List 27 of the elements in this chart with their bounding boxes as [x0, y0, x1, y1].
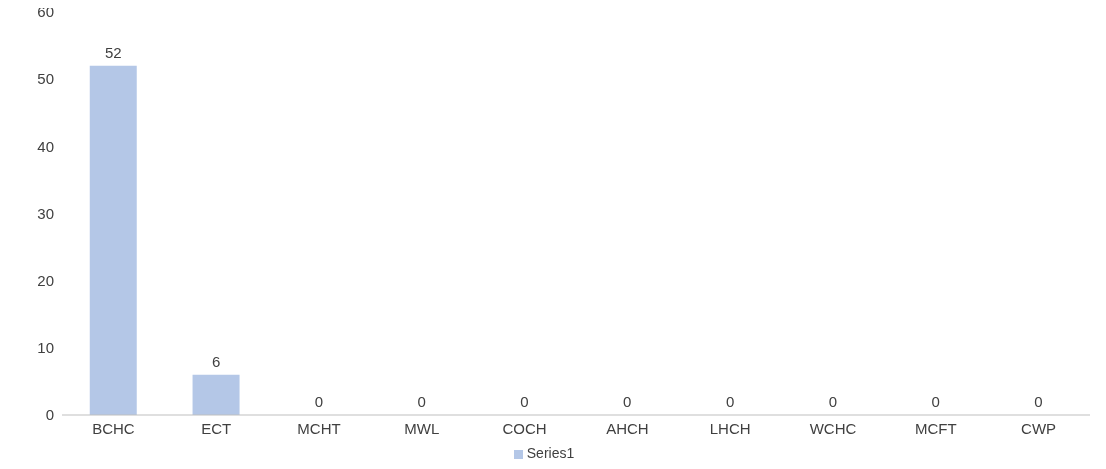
data-label: 0 [1034, 392, 1043, 410]
x-tick-label: MCHT [297, 419, 341, 437]
x-tick-label: COCH [502, 419, 547, 437]
y-tick-label: 30 [37, 204, 54, 222]
data-label: 6 [211, 352, 221, 370]
x-tick-label: AHCH [606, 419, 649, 437]
x-tick-label: WCHC [809, 419, 857, 437]
y-tick-label: 40 [37, 137, 54, 155]
x-tick-label: ECT [201, 419, 232, 437]
data-label: 0 [931, 392, 940, 410]
y-tick-label: 50 [37, 70, 54, 88]
x-tick-label: MCFT [914, 419, 957, 437]
data-label: 0 [725, 392, 735, 410]
data-label: 52 [104, 43, 122, 61]
x-tick-label: BCHC [92, 419, 135, 437]
data-label: 0 [314, 392, 324, 410]
x-tick-label: MWL [404, 419, 440, 437]
x-tick-label: CWP [1021, 419, 1057, 437]
data-label: 0 [520, 392, 529, 410]
data-label: 0 [623, 392, 632, 410]
x-tick-label: LHCH [709, 419, 751, 437]
data-label: 0 [828, 392, 838, 410]
legend-label: Series1 [526, 445, 575, 461]
y-tick-label: 20 [37, 271, 54, 289]
data-label: 0 [417, 392, 426, 410]
y-tick-label: 0 [45, 406, 54, 424]
y-tick-label: 10 [37, 339, 54, 357]
